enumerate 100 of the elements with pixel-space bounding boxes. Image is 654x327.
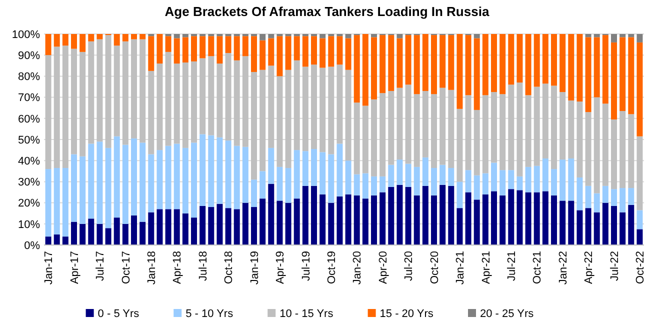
x-tick-label: Jan-20 xyxy=(352,251,364,285)
bar xyxy=(500,170,506,196)
bar xyxy=(208,56,214,136)
bar xyxy=(251,207,257,245)
bar xyxy=(431,94,437,168)
bar xyxy=(620,34,626,38)
bar xyxy=(371,176,377,196)
bar xyxy=(542,84,548,158)
x-tick-label: Apr-18 xyxy=(172,251,184,284)
bar xyxy=(148,36,154,71)
bar xyxy=(405,35,412,85)
x-tick-label: Oct-18 xyxy=(223,251,236,284)
bar xyxy=(345,194,352,245)
bar xyxy=(276,36,283,76)
bar xyxy=(620,111,626,188)
x-tick-label: Apr-21 xyxy=(480,251,492,284)
bar xyxy=(165,52,172,146)
x-tick-label: Jul-22 xyxy=(608,251,621,281)
bar xyxy=(431,168,437,196)
y-tick-label: 90% xyxy=(18,50,40,62)
x-tick-label: Apr-19 xyxy=(274,251,287,284)
bar xyxy=(362,106,368,174)
bar xyxy=(440,164,446,185)
x-tick-label: Jan-19 xyxy=(248,251,261,285)
bar xyxy=(251,72,257,180)
bar xyxy=(148,70,154,154)
bar xyxy=(474,175,480,200)
bar xyxy=(200,206,206,245)
y-tick-label: 40% xyxy=(18,155,40,168)
bar xyxy=(405,186,412,245)
bar xyxy=(285,168,292,203)
bar xyxy=(268,148,274,184)
bar xyxy=(45,34,52,56)
bar xyxy=(302,36,308,67)
y-tick-label: 80% xyxy=(18,71,40,84)
bar xyxy=(54,34,60,47)
bar xyxy=(594,97,600,194)
bar xyxy=(456,182,463,208)
bar xyxy=(585,112,592,186)
bar xyxy=(362,34,368,106)
bar xyxy=(576,210,583,245)
bar xyxy=(388,90,394,165)
bar xyxy=(260,171,266,199)
bar xyxy=(148,212,154,245)
bar xyxy=(45,55,52,170)
bar xyxy=(431,35,437,94)
bar xyxy=(114,136,120,218)
bar xyxy=(516,34,523,83)
bar xyxy=(200,58,206,134)
bar xyxy=(345,160,352,194)
bar xyxy=(508,189,514,245)
bar xyxy=(174,209,180,245)
bar xyxy=(165,36,172,52)
bar xyxy=(628,188,634,205)
bar xyxy=(88,41,94,144)
bar xyxy=(636,34,643,42)
bar xyxy=(516,82,523,176)
bar xyxy=(594,34,600,38)
bar xyxy=(208,135,214,208)
bar xyxy=(371,37,377,100)
bar xyxy=(525,166,532,192)
bar xyxy=(362,198,368,245)
bar xyxy=(354,35,360,103)
bar xyxy=(354,174,360,196)
bar xyxy=(54,168,60,234)
bar xyxy=(302,186,308,245)
bar xyxy=(182,62,188,148)
bar xyxy=(165,146,172,210)
bar xyxy=(422,90,428,158)
bar xyxy=(380,176,386,192)
bar xyxy=(474,34,480,38)
bar xyxy=(576,177,583,210)
bar xyxy=(628,114,634,188)
bar xyxy=(294,60,300,150)
bar xyxy=(396,38,403,88)
bar xyxy=(594,212,600,245)
bar xyxy=(500,34,506,94)
legend-label: 0 - 5 Yrs xyxy=(98,308,140,320)
x-tick-label: Jul-18 xyxy=(197,251,210,281)
legend-label: 20 - 25 Yrs xyxy=(480,308,534,320)
x-tick-label: Oct-22 xyxy=(634,251,647,284)
bar xyxy=(216,64,223,138)
bar xyxy=(320,38,326,68)
bar xyxy=(611,42,617,120)
bar xyxy=(131,39,137,138)
bar xyxy=(174,38,180,64)
bar xyxy=(140,142,146,222)
chart-title: Age Brackets Of Aframax Tankers Loading In Russia xyxy=(164,4,490,19)
bar xyxy=(576,102,583,178)
bar xyxy=(422,34,428,91)
bar xyxy=(585,37,592,112)
legend-label: 10 - 15 Yrs xyxy=(280,308,334,320)
bar xyxy=(200,36,206,58)
bar xyxy=(534,192,540,245)
bar xyxy=(474,110,480,176)
bar xyxy=(456,34,463,109)
bar xyxy=(388,35,394,91)
bar xyxy=(371,34,377,38)
bar xyxy=(208,36,214,56)
bar xyxy=(500,195,506,245)
